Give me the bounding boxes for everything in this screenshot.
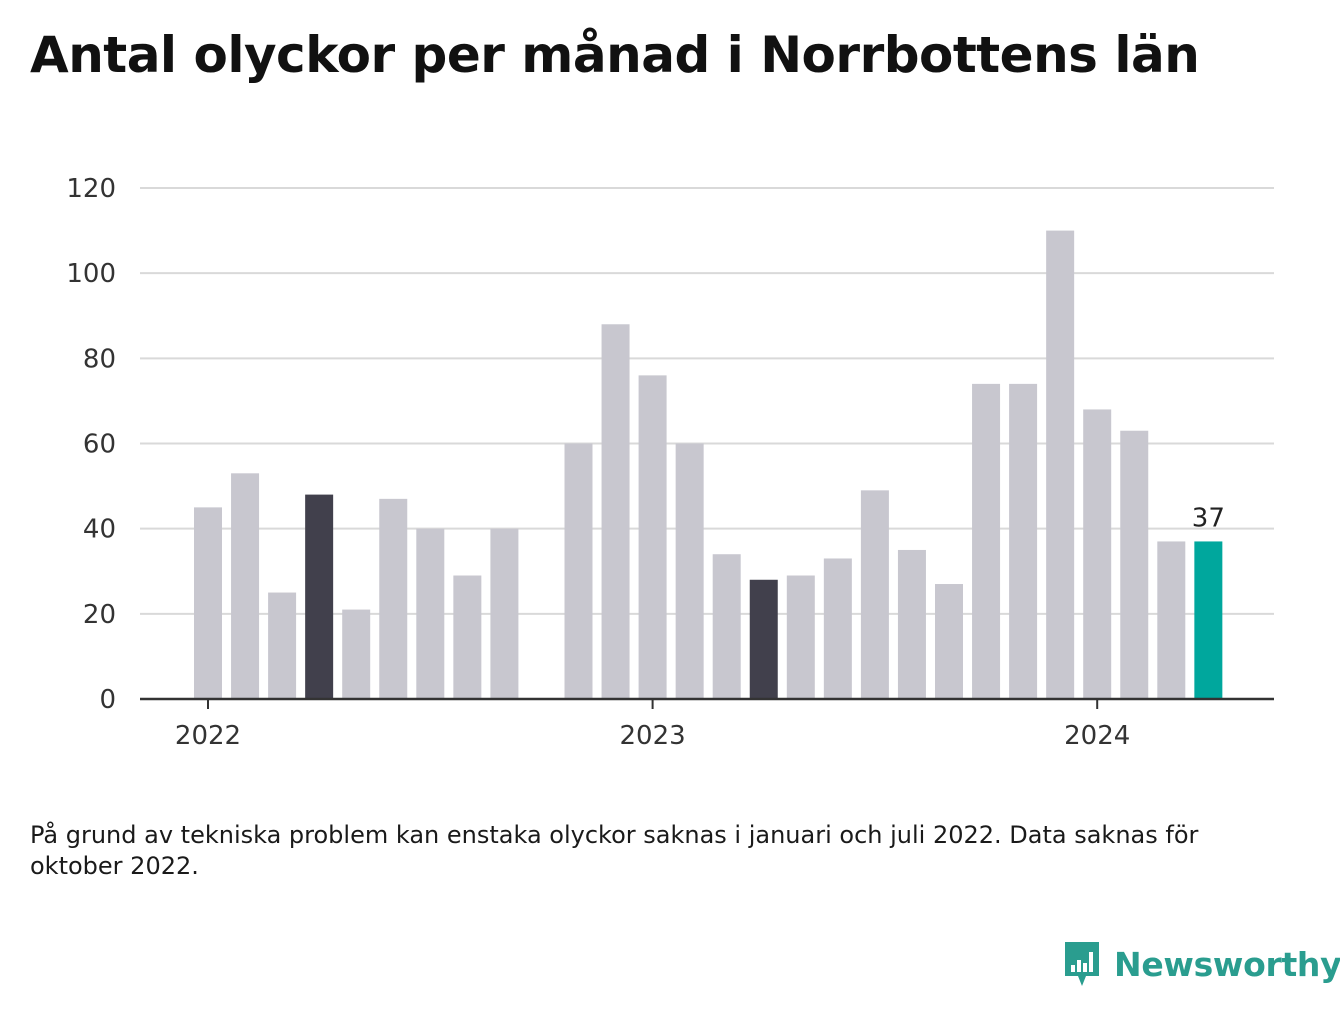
bar bbox=[860, 490, 889, 699]
bar bbox=[194, 507, 222, 699]
bar bbox=[379, 498, 408, 699]
bar-chart: 0 20 40 60 80 100 120 2022 2023 2024 37 bbox=[66, 174, 1274, 751]
data-label: 37 bbox=[1192, 503, 1225, 533]
bar bbox=[601, 324, 630, 699]
bar bbox=[268, 592, 297, 699]
bar bbox=[1120, 430, 1149, 699]
y-tick-label: 40 bbox=[83, 515, 116, 545]
newsworthy-logo-icon bbox=[1065, 942, 1099, 986]
y-tick-label: 120 bbox=[66, 174, 116, 204]
y-tick-label: 20 bbox=[83, 600, 116, 630]
bar bbox=[1046, 230, 1075, 699]
x-tick-label: 2022 bbox=[175, 721, 241, 751]
bar bbox=[490, 528, 519, 699]
bar bbox=[564, 443, 593, 699]
bar bbox=[675, 443, 704, 699]
bar bbox=[342, 609, 371, 699]
bar bbox=[1157, 541, 1186, 699]
bar bbox=[897, 549, 926, 699]
bar bbox=[935, 584, 963, 699]
x-axis: 2022 2023 2024 bbox=[140, 697, 1274, 751]
x-tick-label: 2023 bbox=[620, 721, 686, 751]
bar bbox=[823, 558, 852, 699]
y-tick-label: 80 bbox=[83, 344, 116, 374]
y-tick-label: 0 bbox=[99, 685, 116, 715]
brand: Newsworthy bbox=[1062, 940, 1340, 988]
bar bbox=[786, 575, 815, 699]
bar bbox=[1009, 383, 1038, 699]
bar bbox=[305, 494, 334, 699]
x-tick-label: 2024 bbox=[1064, 721, 1130, 751]
bar bbox=[231, 473, 260, 699]
y-tick-label: 60 bbox=[83, 430, 116, 460]
y-axis-ticks: 0 20 40 60 80 100 120 bbox=[66, 174, 116, 715]
bar bbox=[638, 375, 667, 699]
bar bbox=[1083, 409, 1112, 699]
bar bbox=[972, 383, 1001, 699]
chart-title: Antal olyckor per månad i Norrbottens lä… bbox=[30, 26, 1200, 84]
y-tick-label: 100 bbox=[66, 259, 116, 289]
brand-name: Newsworthy bbox=[1114, 944, 1340, 984]
bars bbox=[194, 230, 1223, 699]
footnote: På grund av tekniska problem kan enstaka… bbox=[30, 821, 1199, 880]
bar bbox=[416, 528, 445, 699]
bar bbox=[1194, 541, 1223, 699]
data-labels: 37 bbox=[1192, 503, 1225, 533]
bar bbox=[749, 579, 778, 699]
bar bbox=[453, 575, 482, 699]
bar bbox=[712, 554, 741, 699]
